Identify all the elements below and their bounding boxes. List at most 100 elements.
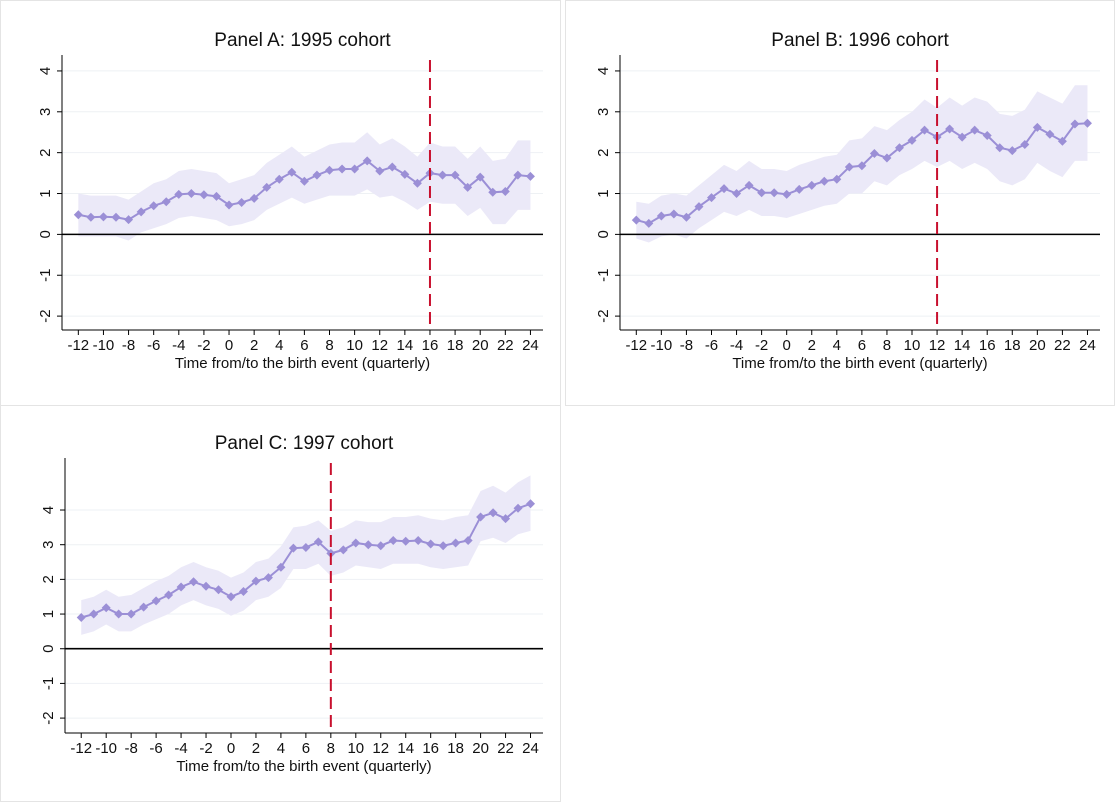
x-tick-label: -6	[149, 740, 162, 757]
x-tick-label: 20	[472, 337, 489, 354]
marker	[463, 182, 473, 192]
marker	[249, 193, 259, 203]
x-tick-label: 6	[302, 740, 310, 757]
y-tick-label: 2	[595, 148, 612, 156]
marker	[782, 189, 792, 199]
x-axis-label: Time from/to the birth event (quarterly)	[732, 355, 987, 372]
marker	[363, 540, 373, 550]
x-tick-label: 2	[252, 740, 260, 757]
confidence-band	[78, 132, 531, 241]
marker	[276, 562, 286, 572]
chart-title: Panel B: 1996 cohort	[771, 30, 949, 51]
x-tick-label: 14	[397, 740, 414, 757]
marker	[301, 542, 311, 552]
marker	[1032, 122, 1042, 132]
marker	[362, 156, 372, 166]
marker	[151, 596, 161, 606]
marker	[488, 187, 498, 197]
marker	[211, 191, 221, 201]
marker	[401, 536, 411, 546]
marker	[161, 197, 171, 207]
y-tick-label: 0	[595, 230, 612, 238]
x-tick-label: 12	[929, 337, 946, 354]
chart-title: Panel A: 1995 cohort	[214, 30, 391, 51]
x-axis-label: Time from/to the birth event (quarterly)	[176, 758, 431, 775]
x-tick-label: 2	[250, 337, 258, 354]
marker	[982, 130, 992, 140]
marker	[501, 514, 511, 524]
x-tick-label: 14	[397, 337, 414, 354]
marker	[1057, 136, 1067, 146]
y-tick-label: 1	[595, 189, 612, 197]
x-tick-label: 24	[522, 740, 539, 757]
marker	[325, 165, 335, 175]
marker	[1007, 146, 1017, 156]
x-tick-label: -4	[174, 740, 187, 757]
x-tick-label: -10	[651, 337, 673, 354]
marker	[732, 189, 742, 199]
marker	[164, 590, 174, 600]
marker	[513, 170, 523, 180]
chart-title: Panel C: 1997 cohort	[215, 433, 394, 454]
marker	[450, 170, 460, 180]
x-tick-label: 18	[1004, 337, 1021, 354]
y-tick-label: 1	[40, 610, 57, 618]
marker	[111, 212, 121, 222]
y-tick-label: 4	[40, 506, 57, 514]
marker	[201, 581, 211, 591]
y-tick-label: 2	[37, 148, 54, 156]
marker	[513, 503, 523, 513]
x-tick-label: 22	[1054, 337, 1071, 354]
x-tick-label: 16	[979, 337, 996, 354]
marker	[1070, 119, 1080, 129]
marker	[338, 545, 348, 555]
marker	[224, 200, 234, 210]
marker	[337, 164, 347, 174]
x-tick-label: 6	[300, 337, 308, 354]
marker	[237, 198, 247, 208]
marker	[706, 193, 716, 203]
x-tick-label: -8	[124, 740, 137, 757]
x-tick-label: 16	[422, 740, 439, 757]
x-tick-label: -6	[705, 337, 718, 354]
marker	[76, 613, 86, 623]
marker	[139, 602, 149, 612]
x-tick-label: 20	[1029, 337, 1046, 354]
marker	[476, 512, 486, 522]
marker	[807, 180, 817, 190]
marker	[251, 576, 261, 586]
marker	[832, 174, 842, 184]
marker	[794, 184, 804, 194]
marker	[451, 538, 461, 548]
marker	[262, 182, 272, 192]
x-tick-label: 12	[372, 740, 389, 757]
y-tick-label: 0	[40, 645, 57, 653]
marker	[126, 609, 136, 619]
y-tick-label: 3	[595, 108, 612, 116]
marker	[350, 164, 360, 174]
marker	[312, 170, 322, 180]
marker	[656, 211, 666, 221]
x-tick-label: -12	[625, 337, 647, 354]
marker	[89, 609, 99, 619]
x-tick-label: 10	[347, 740, 364, 757]
marker	[400, 169, 410, 179]
x-tick-label: 10	[904, 337, 921, 354]
x-tick-label: 16	[422, 337, 439, 354]
x-tick-label: 12	[371, 337, 388, 354]
marker	[945, 124, 955, 134]
x-tick-label: -4	[730, 337, 743, 354]
x-tick-label: -8	[680, 337, 693, 354]
marker	[631, 215, 641, 225]
marker	[819, 176, 829, 186]
y-tick-label: 1	[37, 189, 54, 197]
marker	[413, 536, 423, 546]
x-tick-label: 0	[225, 337, 233, 354]
marker	[114, 609, 124, 619]
marker	[176, 582, 186, 592]
marker	[995, 143, 1005, 153]
marker	[136, 207, 146, 217]
x-tick-label: 18	[447, 740, 464, 757]
marker	[189, 577, 199, 587]
marker	[101, 603, 111, 613]
